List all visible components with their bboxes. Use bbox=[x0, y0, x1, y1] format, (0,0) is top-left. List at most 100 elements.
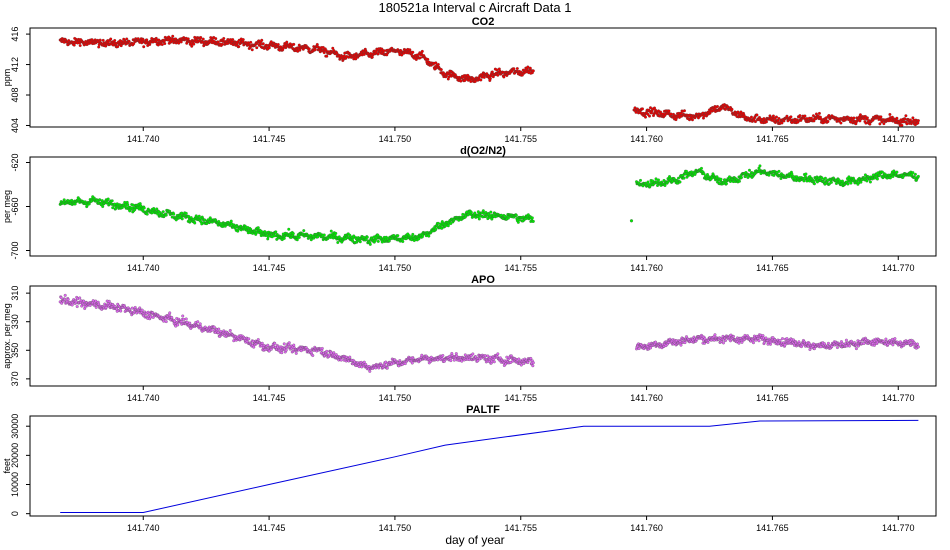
data-point bbox=[307, 47, 311, 51]
y-tick-label: 20000 bbox=[10, 443, 20, 468]
data-point bbox=[126, 203, 130, 207]
data-point bbox=[826, 120, 830, 124]
data-point bbox=[891, 343, 895, 347]
data-point bbox=[531, 361, 535, 365]
data-point bbox=[469, 80, 473, 83]
data-point bbox=[916, 345, 920, 349]
data-point bbox=[749, 115, 753, 119]
data-point bbox=[292, 42, 296, 46]
panel-title: APO bbox=[471, 274, 495, 286]
data-point bbox=[852, 116, 856, 120]
data-point bbox=[255, 46, 259, 50]
data-point bbox=[250, 48, 254, 52]
data-point bbox=[519, 363, 523, 367]
data-point bbox=[199, 36, 203, 39]
y-axis-label: ppm bbox=[2, 69, 12, 87]
data-point bbox=[755, 113, 759, 117]
data-point bbox=[358, 240, 362, 244]
x-axis-label: day of year bbox=[445, 533, 504, 547]
data-point bbox=[846, 182, 850, 186]
data-point bbox=[436, 221, 440, 225]
data-point bbox=[157, 38, 161, 42]
data-point bbox=[722, 341, 725, 345]
data-point bbox=[417, 237, 421, 241]
figure-title: 180521a Interval c Aircraft Data 1 bbox=[379, 0, 572, 15]
data-point bbox=[502, 75, 506, 79]
data-point bbox=[427, 234, 431, 238]
data-point bbox=[168, 311, 172, 315]
data-point bbox=[481, 209, 485, 213]
data-point bbox=[188, 321, 192, 325]
data-point bbox=[411, 50, 415, 54]
data-point bbox=[403, 362, 407, 366]
data-point bbox=[280, 351, 284, 355]
data-point bbox=[302, 229, 306, 233]
panel-title: PALTF bbox=[466, 404, 500, 416]
x-tick-label: 141.765 bbox=[756, 523, 789, 533]
data-point bbox=[764, 120, 768, 124]
data-point bbox=[164, 320, 168, 324]
data-point bbox=[800, 343, 804, 347]
x-tick-label: 141.740 bbox=[127, 263, 160, 273]
data-point bbox=[436, 62, 440, 66]
series-line bbox=[60, 419, 919, 513]
y-tick-label: 10000 bbox=[10, 472, 20, 497]
data-point bbox=[184, 317, 188, 321]
panel-title: CO2 bbox=[472, 16, 495, 28]
data-point bbox=[847, 344, 851, 348]
data-point bbox=[334, 231, 338, 235]
data-point bbox=[654, 340, 657, 344]
data-point bbox=[78, 44, 82, 48]
data-point bbox=[274, 230, 278, 234]
data-point bbox=[78, 296, 82, 300]
data-point bbox=[110, 199, 114, 203]
data-point bbox=[145, 212, 149, 216]
data-point bbox=[835, 346, 839, 350]
data-point bbox=[260, 341, 264, 345]
x-tick-label: 141.750 bbox=[379, 134, 412, 144]
data-point bbox=[844, 338, 848, 342]
data-point bbox=[531, 219, 535, 223]
y-tick-label: 310 bbox=[10, 286, 20, 301]
data-point bbox=[249, 40, 253, 44]
data-point bbox=[256, 226, 260, 230]
data-point bbox=[667, 109, 671, 113]
data-point bbox=[284, 348, 288, 352]
data-point bbox=[893, 337, 897, 341]
data-point bbox=[879, 115, 883, 119]
data-point bbox=[780, 121, 784, 125]
y-tick-label: 416 bbox=[10, 27, 20, 42]
x-tick-label: 141.745 bbox=[253, 393, 286, 403]
data-point bbox=[192, 42, 196, 46]
data-point bbox=[679, 343, 683, 347]
data-point bbox=[916, 119, 920, 123]
data-point bbox=[868, 180, 872, 184]
data-point bbox=[663, 184, 667, 187]
y-tick-label: 350 bbox=[10, 343, 20, 358]
data-point bbox=[780, 337, 784, 341]
x-tick-label: 141.770 bbox=[882, 523, 915, 533]
data-point bbox=[368, 242, 372, 246]
data-point bbox=[768, 342, 772, 346]
data-point bbox=[66, 298, 70, 301]
data-point bbox=[131, 203, 135, 207]
data-point bbox=[691, 118, 694, 122]
data-point bbox=[473, 79, 477, 83]
data-point bbox=[197, 214, 201, 218]
data-point bbox=[101, 38, 105, 42]
y-tick-label: 330 bbox=[10, 314, 20, 329]
data-point bbox=[798, 114, 802, 118]
data-point bbox=[370, 55, 374, 59]
data-point bbox=[190, 44, 194, 48]
data-point bbox=[113, 39, 117, 42]
data-point bbox=[401, 240, 405, 244]
data-point bbox=[449, 359, 453, 363]
data-point bbox=[713, 333, 717, 337]
data-point bbox=[803, 114, 807, 118]
data-point bbox=[320, 346, 324, 350]
data-point bbox=[252, 345, 256, 349]
data-point bbox=[217, 327, 221, 331]
data-point bbox=[878, 122, 882, 126]
